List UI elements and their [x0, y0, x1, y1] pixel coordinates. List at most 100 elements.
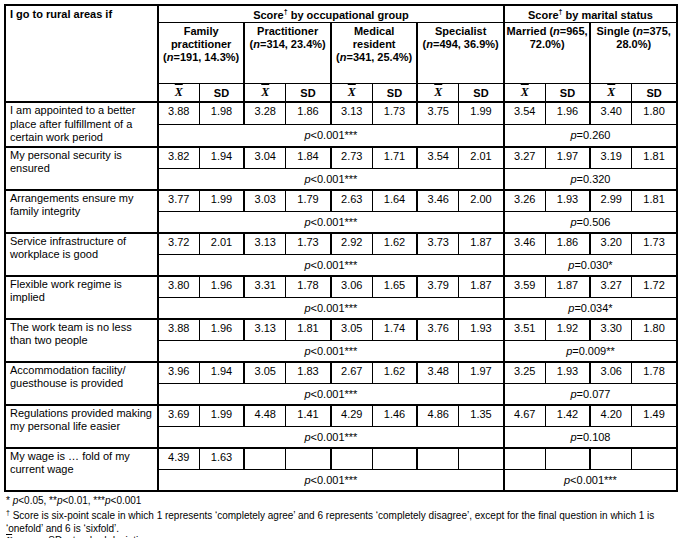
question-label: The work team is no less than two people	[5, 319, 158, 362]
group-name: Single	[597, 25, 630, 37]
sd-label: SD	[646, 87, 661, 99]
mean-value-cell: 3.51	[504, 319, 545, 341]
mean-value-cell: 3.79	[417, 276, 458, 298]
sd-value-cell: 1.93	[545, 190, 590, 212]
mean-header: X	[504, 84, 545, 103]
mean-symbol: X	[175, 85, 183, 99]
mean-value-cell: 3.46	[417, 190, 458, 212]
occupational-header-text: by occupational group	[288, 8, 409, 20]
sd-value-cell: 1.81	[286, 319, 331, 341]
sd-value-cell: 1.94	[199, 147, 244, 169]
mean-header: X	[158, 84, 199, 103]
p-value-text: =0.009**	[572, 345, 615, 357]
question-row: The work team is no less than two people…	[5, 319, 677, 341]
sd-value-cell: 1.62	[372, 362, 417, 384]
p-value-text: =0.108	[577, 431, 611, 443]
sd-header: SD	[286, 84, 331, 103]
occupational-p-value-cell: p<0.001***	[158, 211, 504, 233]
mean-value-cell: 3.06	[331, 276, 372, 298]
question-label: My wage is … fold of my current wage	[5, 448, 158, 491]
p-value-text: <0.001***	[311, 388, 358, 400]
sd-value-cell: 1.87	[545, 276, 590, 298]
mean-value-cell: 3.25	[504, 362, 545, 384]
sd-value-cell: 1.99	[199, 405, 244, 427]
mean-value-cell: 2.73	[331, 147, 372, 169]
question-row: I am appointed to a better place after f…	[5, 102, 677, 124]
mean-header: X	[244, 84, 285, 103]
sd-value-cell: 1.46	[372, 405, 417, 427]
sd-label: SD	[214, 87, 229, 99]
mean-symbol: X	[607, 85, 615, 99]
mean-value-cell: 3.76	[417, 319, 458, 341]
p-value-text: <0.001***	[570, 474, 617, 486]
mean-value-cell: 4.39	[158, 448, 199, 470]
footnote-text: <0.05, **	[18, 495, 57, 506]
question-row: Service infrastructure of workplace is g…	[5, 233, 677, 255]
sd-value-cell: 1.80	[632, 102, 677, 124]
mean-value-cell: 3.48	[417, 362, 458, 384]
sd-value-cell: 1.96	[545, 102, 590, 124]
mean-value-cell: 3.13	[244, 319, 285, 341]
mean-value-cell	[244, 448, 285, 470]
footnote-text: <0.01, ***	[62, 495, 105, 506]
footnotes: * p<0.05, **p<0.01, ***p<0.001 † Score i…	[4, 495, 678, 538]
mean-value-cell: 3.46	[504, 233, 545, 255]
sd-value-cell	[459, 448, 504, 470]
sd-value-cell	[372, 448, 417, 470]
mean-value-cell: 3.59	[504, 276, 545, 298]
mean-value-cell: 2.67	[331, 362, 372, 384]
sd-value-cell: 1.63	[199, 448, 244, 470]
question-label: Flexible work regime is implied	[5, 276, 158, 319]
sd-value-cell: 1.73	[286, 233, 331, 255]
marital-p-value-cell: p=0.320	[504, 168, 677, 190]
mean-value-cell: 3.27	[590, 276, 631, 298]
mean-symbol: X	[521, 85, 529, 99]
mean-value-cell: 3.13	[331, 102, 372, 124]
marital-p-value-cell: p=0.506	[504, 211, 677, 233]
sd-label: SD	[560, 87, 575, 99]
group-header-family-practitioner: Family practitioner (n=191, 14.3%)	[158, 23, 245, 84]
sd-header: SD	[372, 84, 417, 103]
sd-value-cell: 1.35	[459, 405, 504, 427]
sd-value-cell: 1.49	[632, 405, 677, 427]
sd-value-cell: 1.42	[545, 405, 590, 427]
sd-value-cell: 1.84	[286, 147, 331, 169]
marital-p-value-cell: p=0.108	[504, 426, 677, 448]
footnote-text: *	[6, 495, 13, 506]
sd-value-cell: 1.73	[372, 102, 417, 124]
p-value-text: <0.001***	[311, 259, 358, 271]
sd-label: SD	[473, 87, 488, 99]
sd-value-cell: 1.62	[372, 233, 417, 255]
mean-value-cell: 2.92	[331, 233, 372, 255]
sd-value-cell: 1.99	[459, 102, 504, 124]
mean-value-cell: 2.63	[331, 190, 372, 212]
p-value-text: <0.001***	[311, 345, 358, 357]
p-value-text: <0.001***	[311, 129, 358, 141]
sd-value-cell: 1.98	[199, 102, 244, 124]
mean-value-cell	[331, 448, 372, 470]
p-value-text: =0.260	[577, 129, 611, 141]
group-n-value: =314, 23.4%)	[260, 38, 326, 50]
mean-value-cell: 3.80	[158, 276, 199, 298]
corner-header: I go to rural areas if	[5, 5, 158, 102]
sd-value-cell: 1.41	[286, 405, 331, 427]
sd-value-cell: 2.01	[199, 233, 244, 255]
group-header-specialist: Specialist (n=494, 36.9%)	[417, 23, 504, 84]
sd-value-cell: 1.93	[459, 319, 504, 341]
sd-header: SD	[545, 84, 590, 103]
mean-value-cell: 4.20	[590, 405, 631, 427]
mean-value-cell: 3.20	[590, 233, 631, 255]
sd-value-cell: 1.80	[632, 319, 677, 341]
sd-value-cell: 1.87	[459, 233, 504, 255]
mean-value-cell: 3.19	[590, 147, 631, 169]
mean-value-cell: 3.75	[417, 102, 458, 124]
sd-value-cell	[286, 448, 331, 470]
p-value-text: <0.001***	[311, 302, 358, 314]
mean-symbol: X	[348, 85, 356, 99]
mean-value-cell: 4.67	[504, 405, 545, 427]
group-n-symbol: n	[553, 25, 560, 37]
sd-value-cell: 1.99	[199, 190, 244, 212]
group-n-value: =341, 25.4%)	[346, 51, 412, 63]
mean-value-cell: 3.69	[158, 405, 199, 427]
occupational-p-value-cell: p<0.001***	[158, 124, 504, 146]
